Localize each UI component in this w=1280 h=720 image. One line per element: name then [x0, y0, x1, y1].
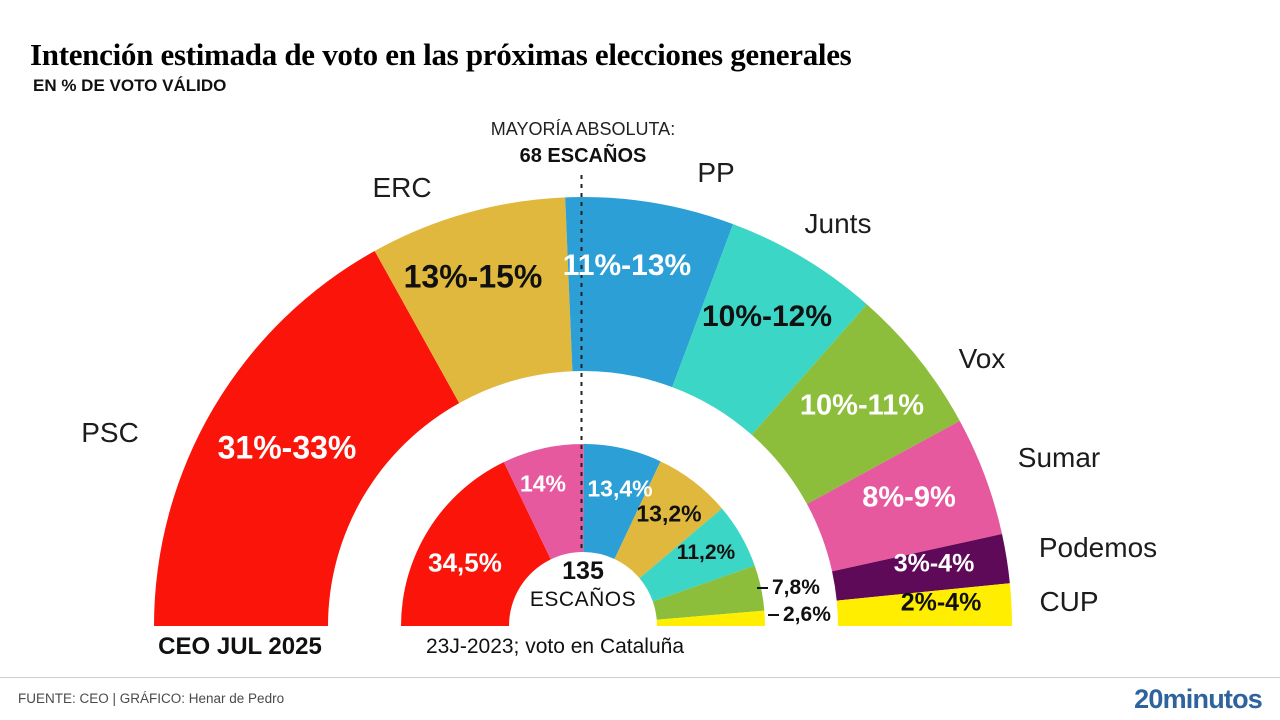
total-seats-word: ESCAÑOS	[529, 588, 637, 612]
segment-pp-outer	[565, 197, 734, 388]
publisher-logo: 20minutos	[1134, 684, 1263, 714]
majority-line2: 68 ESCAÑOS	[519, 145, 647, 168]
segment-sumar-inner	[503, 444, 584, 560]
segment-vox-inner	[652, 565, 765, 620]
segment-sumar-outer	[806, 420, 1003, 572]
majority-line1: MAYORÍA ABSOLUTA:	[490, 119, 676, 139]
segment-cup-inner	[656, 610, 765, 626]
footer-divider	[0, 677, 1280, 678]
inner-ring-caption: 23J-2023; voto en Cataluña	[425, 635, 685, 658]
segment-vox-outer	[751, 304, 960, 505]
segment-podemos-outer	[832, 534, 1010, 601]
segment-erc-outer	[374, 197, 573, 404]
ring-outer	[154, 197, 1012, 627]
page-title: Intención estimada de voto en las próxim…	[30, 36, 852, 72]
chart-subtitle: EN % DE VOTO VÁLIDO	[33, 76, 227, 95]
segment-erc-inner	[614, 461, 722, 579]
segment-junts-outer	[672, 224, 867, 435]
segment-junts-inner	[639, 508, 755, 602]
segment-cup-outer	[836, 583, 1012, 626]
segment-psc-inner	[401, 462, 551, 626]
segment-psc-outer	[154, 250, 460, 627]
segment-pp-inner	[583, 444, 661, 560]
ring-inner	[401, 444, 765, 626]
total-seats-number: 135	[562, 557, 604, 585]
total-seats-label: 135 ESCAÑOS	[530, 556, 636, 614]
footer-source-credit: FUENTE: CEO | GRÁFICO: Henar de Pedro	[18, 691, 285, 706]
outer-ring-caption: CEO JUL 2025	[158, 633, 322, 660]
majority-annotation: MAYORÍA ABSOLUTA: 68 ESCAÑOS	[491, 116, 675, 171]
